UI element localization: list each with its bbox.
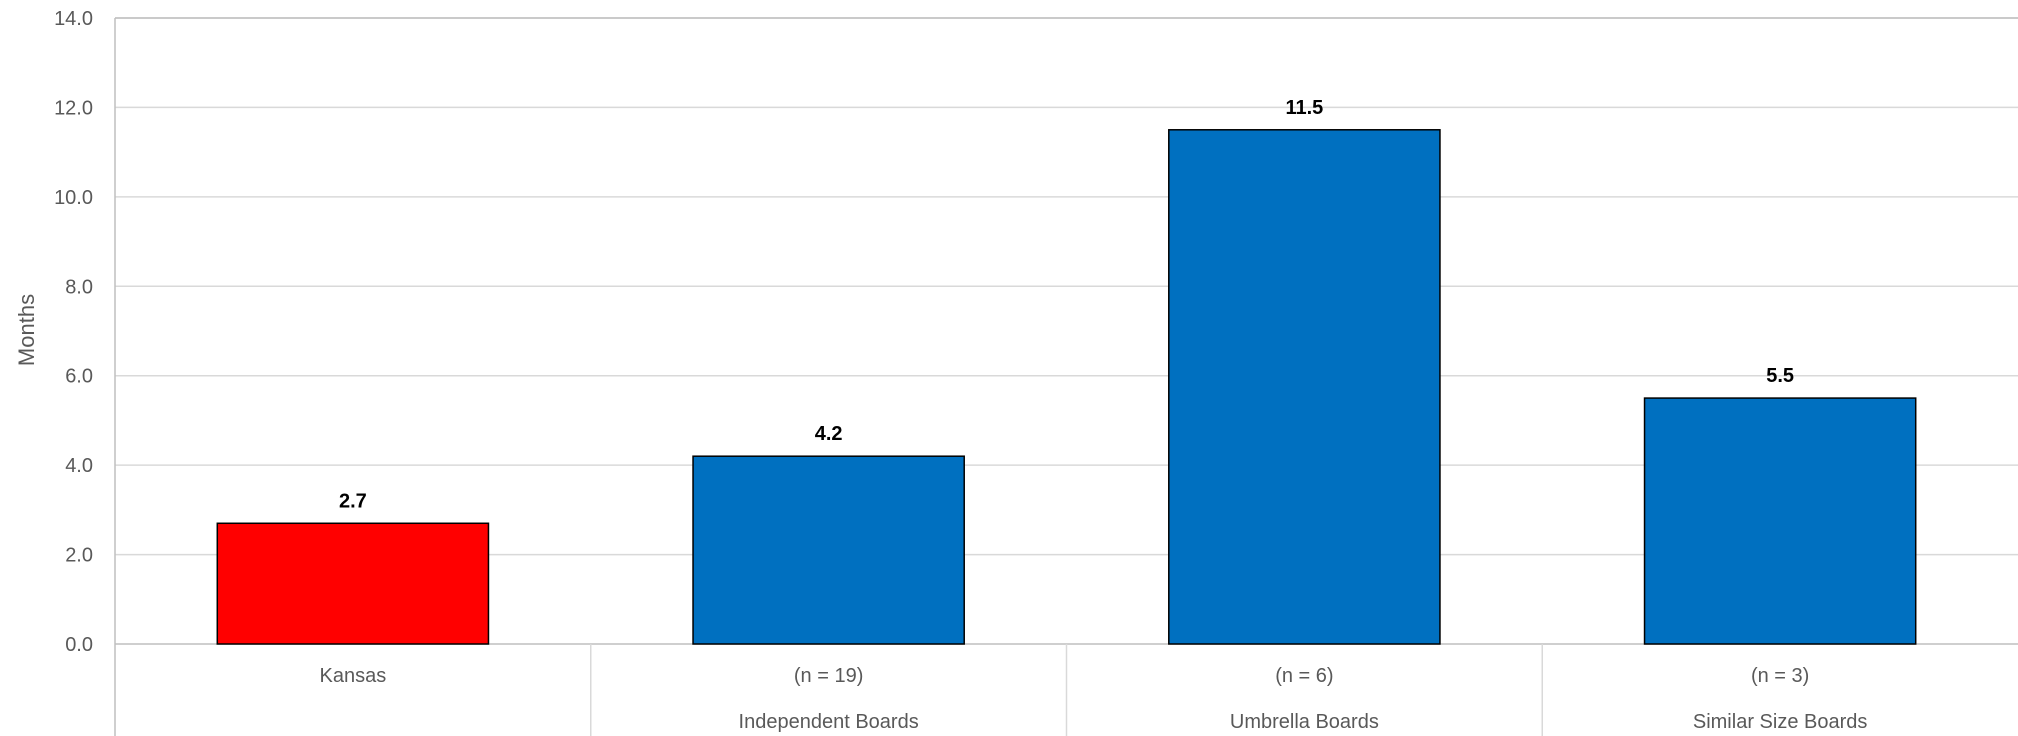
plot-frame bbox=[114, 17, 2018, 736]
y-tick-label: 14.0 bbox=[54, 8, 93, 30]
y-axis-ticks: 0.0 2.0 4.0 6.0 8.0 10.0 12.0 14.0 bbox=[54, 8, 93, 656]
y-tick-label: 4.0 bbox=[65, 455, 93, 477]
bar bbox=[216, 522, 490, 645]
data-label: 4.2 bbox=[815, 423, 843, 445]
category-label: Kansas bbox=[320, 665, 387, 687]
category-group-label: Independent Boards bbox=[739, 711, 919, 733]
category-label: (n = 19) bbox=[794, 665, 863, 687]
data-label: 2.7 bbox=[339, 490, 367, 512]
y-tick-label: 2.0 bbox=[65, 545, 93, 567]
category-group-label: Umbrella Boards bbox=[1230, 711, 1379, 733]
y-tick-label: 0.0 bbox=[65, 634, 93, 656]
data-labels: 2.7 4.2 11.5 5.5 bbox=[339, 97, 1794, 512]
bar bbox=[1643, 397, 1917, 645]
y-tick-label: 10.0 bbox=[54, 187, 93, 209]
category-axis: Kansas (n = 19) Independent Boards (n = 6) U… bbox=[320, 644, 1868, 736]
bar bbox=[692, 455, 965, 645]
y-tick-label: 8.0 bbox=[65, 276, 93, 298]
y-axis-label: Months bbox=[14, 294, 39, 366]
y-tick-label: 6.0 bbox=[65, 366, 93, 388]
category-label: (n = 3) bbox=[1751, 665, 1809, 687]
y-tick-label: 12.0 bbox=[54, 97, 93, 119]
data-label: 5.5 bbox=[1766, 365, 1794, 387]
bars bbox=[216, 129, 1917, 645]
bar bbox=[1168, 129, 1441, 645]
category-group-label: Similar Size Boards bbox=[1693, 711, 1868, 733]
data-label: 11.5 bbox=[1285, 97, 1323, 119]
category-label: (n = 6) bbox=[1275, 665, 1333, 687]
